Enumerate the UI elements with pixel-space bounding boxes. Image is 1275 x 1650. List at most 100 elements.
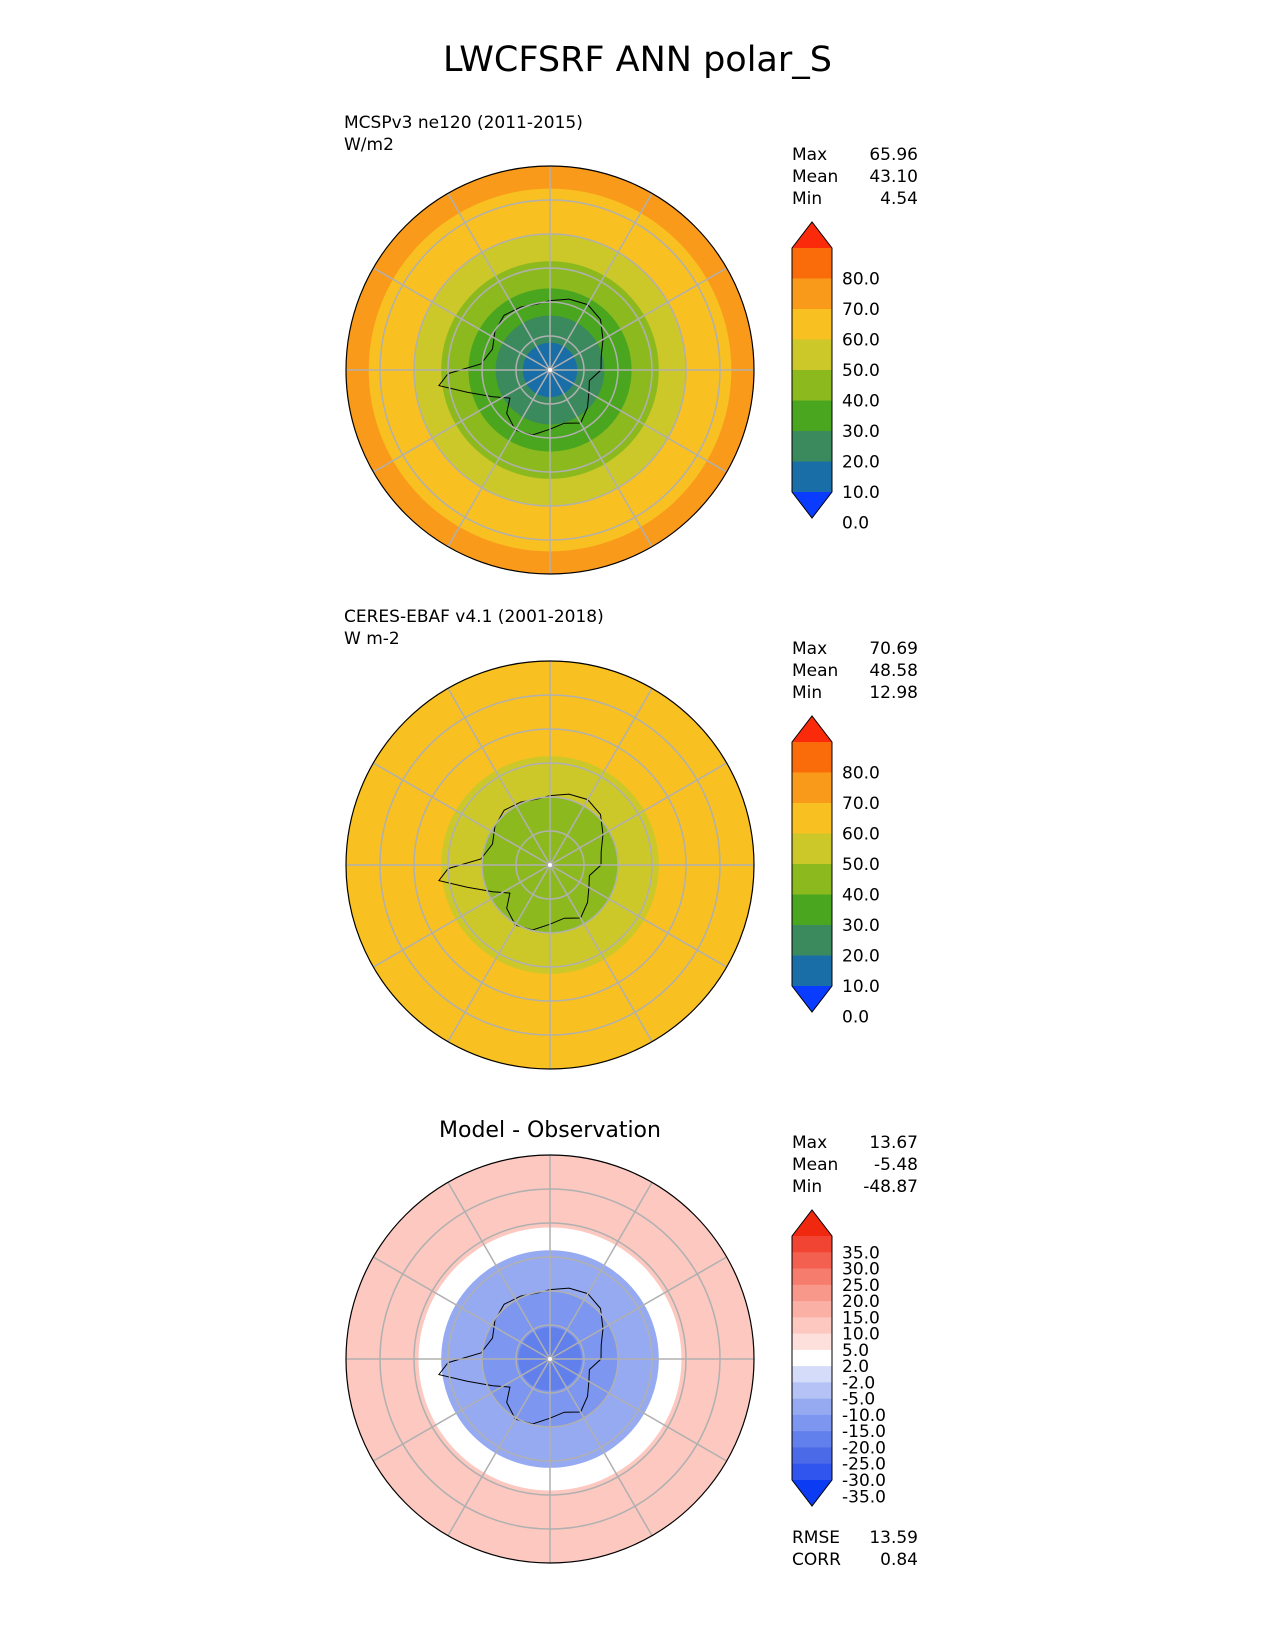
colorbar-segment bbox=[792, 772, 832, 804]
longitude-gridline bbox=[549, 1358, 728, 1462]
colorbar-tick-label: 50.0 bbox=[842, 361, 880, 381]
metric-label: RMSE bbox=[792, 1528, 841, 1548]
colorbar-tick-label: -15.0 bbox=[842, 1422, 886, 1442]
colorbar-tick-label: 40.0 bbox=[842, 392, 880, 412]
panel-model-stats: Max 65.96 Mean 43.10 Min 4.54 bbox=[792, 144, 918, 210]
figure-title: LWCFSRF ANN polar_S bbox=[443, 40, 832, 80]
panel-model-map bbox=[345, 165, 755, 575]
longitude-gridline bbox=[372, 1256, 551, 1360]
colorbar-segment bbox=[792, 955, 832, 987]
colorbar-outline bbox=[791, 221, 833, 519]
longitude-gridline bbox=[549, 369, 653, 548]
colorbar-outline bbox=[791, 715, 833, 1013]
stat-mean: 48.58 bbox=[869, 661, 918, 681]
panel-model-subtitle: MCSPv3 ne120 (2011-2015) W/m2 bbox=[344, 112, 583, 156]
longitude-gridline bbox=[549, 762, 728, 866]
colorbar-tick-label: 25.0 bbox=[842, 1276, 880, 1296]
colorbar-tick-label: -35.0 bbox=[842, 1487, 886, 1507]
colorbar-segment bbox=[792, 1317, 832, 1335]
colorbar-tick-label: 0.0 bbox=[842, 1008, 869, 1028]
colorbar-segment bbox=[792, 1284, 832, 1302]
colorbar-extend-max bbox=[792, 716, 832, 742]
colorbar-segment bbox=[792, 1366, 832, 1383]
colorbar-extend-min bbox=[792, 492, 832, 518]
colorbar-tick-label: 10.0 bbox=[842, 1325, 880, 1345]
colorbar-tick-label: 10.0 bbox=[842, 483, 880, 503]
longitude-gridline bbox=[549, 864, 728, 968]
stat-max: 70.69 bbox=[869, 639, 918, 659]
colorbar-tick-label: 10.0 bbox=[842, 977, 880, 997]
colorbar-segment bbox=[792, 1236, 832, 1253]
longitude-gridline bbox=[549, 369, 728, 473]
stat-min: 12.98 bbox=[869, 683, 918, 703]
south-pole-marker bbox=[548, 863, 552, 867]
colorbar-segment bbox=[792, 1301, 832, 1318]
south-pole-marker bbox=[548, 368, 552, 372]
colorbar-segment bbox=[792, 742, 832, 773]
longitude-gridline bbox=[549, 1181, 653, 1360]
colorbar-segment bbox=[792, 1463, 832, 1481]
longitude-gridline bbox=[372, 762, 551, 866]
colorbar-extend-min bbox=[792, 1480, 832, 1506]
panel-obs-name: CERES-EBAF v4.1 (2001-2018) bbox=[344, 607, 604, 627]
colorbar-tick-label: 30.0 bbox=[842, 916, 880, 936]
colorbar-segment bbox=[792, 1431, 832, 1448]
colorbar-tick-label: 30.0 bbox=[842, 422, 880, 442]
colorbar-tick-label: 40.0 bbox=[842, 886, 880, 906]
colorbar-segment bbox=[792, 894, 832, 926]
metric-label: CORR bbox=[792, 1550, 841, 1570]
colorbar-tick-label: 70.0 bbox=[842, 300, 880, 320]
colorbar-tick-label: 2.0 bbox=[842, 1357, 869, 1377]
stat-label: Max bbox=[792, 639, 828, 659]
colorbar-segment bbox=[792, 803, 832, 834]
panel-diff-map bbox=[345, 1154, 755, 1564]
panel-obs-subtitle: CERES-EBAF v4.1 (2001-2018) W m-2 bbox=[344, 606, 604, 650]
colorbar-tick-label: 30.0 bbox=[842, 1260, 880, 1280]
map-boundary bbox=[345, 660, 755, 1070]
longitude-gridline bbox=[549, 1358, 653, 1537]
stat-label: Min bbox=[792, 189, 823, 209]
longitude-gridline bbox=[447, 369, 551, 548]
colorbar-segment bbox=[792, 1414, 832, 1432]
panel-model-colorbar: 80.0 70.0 60.0 50.0 40.0 30.0 20.0 10.0 0.0 bbox=[791, 221, 880, 534]
panel-obs-map bbox=[345, 660, 755, 1070]
longitude-gridline bbox=[447, 192, 551, 371]
colorbar-tick-label: -2.0 bbox=[842, 1373, 875, 1393]
stat-max: 13.67 bbox=[869, 1133, 918, 1153]
stat-label: Mean bbox=[792, 167, 839, 187]
panel-obs-colorbar: 80.0 70.0 60.0 50.0 40.0 30.0 20.0 10.0 0.0 bbox=[791, 715, 880, 1028]
colorbar-segment bbox=[792, 833, 832, 865]
colorbar-tick-label: 70.0 bbox=[842, 794, 880, 814]
panel-diff-stats: Max 13.67 Mean -5.48 Min -48.87 bbox=[792, 1132, 918, 1198]
colorbar-tick-label: -5.0 bbox=[842, 1390, 875, 1410]
colorbar-tick-label: 35.0 bbox=[842, 1243, 880, 1263]
stat-label: Min bbox=[792, 683, 823, 703]
longitude-gridline bbox=[549, 864, 653, 1043]
colorbar-tick-label: -20.0 bbox=[842, 1438, 886, 1458]
colorbar-tick-label: 60.0 bbox=[842, 825, 880, 845]
stat-max: 65.96 bbox=[869, 145, 918, 165]
colorbar-segment bbox=[792, 461, 832, 493]
longitude-gridline bbox=[372, 864, 551, 968]
longitude-gridline bbox=[447, 687, 551, 866]
stat-label: Mean bbox=[792, 1155, 839, 1175]
colorbar-segment bbox=[792, 1268, 832, 1286]
colorbar-tick-label: 5.0 bbox=[842, 1341, 869, 1361]
colorbar-segment bbox=[792, 248, 832, 279]
colorbar-tick-label: -10.0 bbox=[842, 1406, 886, 1426]
colorbar-tick-label: -30.0 bbox=[842, 1471, 886, 1491]
colorbar-segment bbox=[792, 278, 832, 310]
colorbar-segment bbox=[792, 1333, 832, 1351]
colorbar-segment bbox=[792, 400, 832, 432]
panel-obs-stats: Max 70.69 Mean 48.58 Min 12.98 bbox=[792, 638, 918, 704]
stat-label: Max bbox=[792, 1133, 828, 1153]
longitude-gridline bbox=[549, 1256, 728, 1360]
longitude-gridline bbox=[447, 1358, 551, 1537]
colorbar-extend-min bbox=[792, 986, 832, 1012]
colorbar-tick-label: 20.0 bbox=[842, 1292, 880, 1312]
stat-label: Min bbox=[792, 1177, 823, 1197]
longitude-gridline bbox=[549, 192, 653, 371]
longitude-gridline bbox=[447, 1181, 551, 1360]
longitude-gridline bbox=[447, 864, 551, 1043]
stat-mean: 43.10 bbox=[869, 167, 918, 187]
